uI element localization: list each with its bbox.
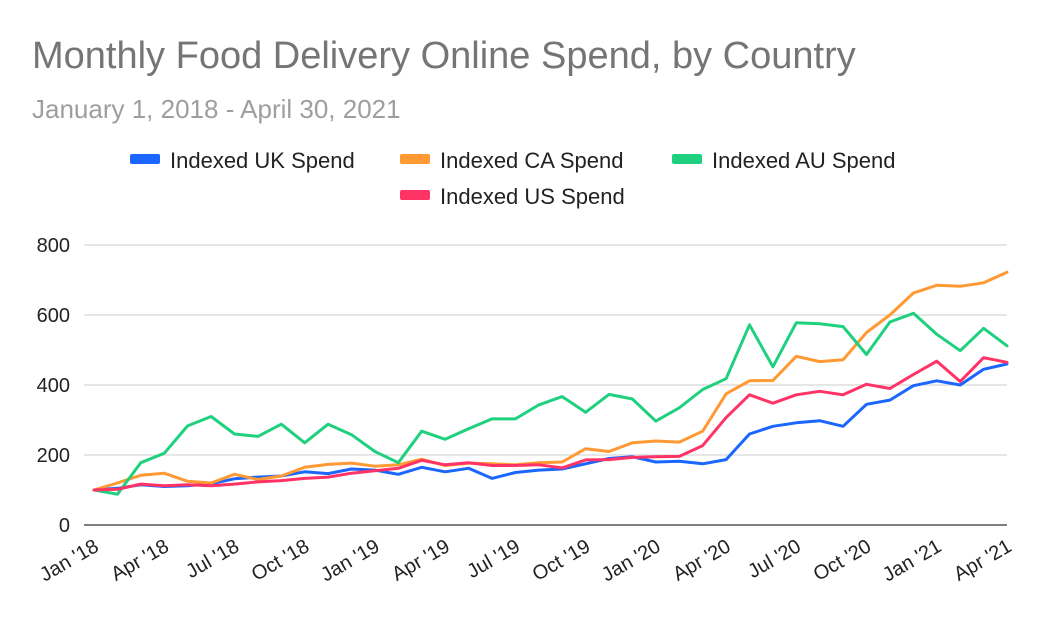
legend-item-ca[interactable]: Indexed CA Spend xyxy=(400,148,623,173)
legend-swatch-au xyxy=(672,154,702,164)
x-tick-label: Apr '21 xyxy=(950,535,1015,585)
x-tick-label: Oct '19 xyxy=(529,535,594,585)
grid xyxy=(84,244,1007,526)
x-tick-label: Apr '20 xyxy=(669,535,734,585)
y-tick-label: 0 xyxy=(59,515,70,537)
x-tick-label: Jul '20 xyxy=(744,535,805,583)
y-tick-label: 400 xyxy=(37,375,70,397)
x-tick-label: Jul '19 xyxy=(463,535,524,583)
legend-label-au: Indexed AU Spend xyxy=(712,148,895,173)
legend-item-au[interactable]: Indexed AU Spend xyxy=(672,148,895,173)
x-tick-label: Oct '20 xyxy=(810,535,875,585)
legend-swatch-ca xyxy=(400,154,430,164)
series-line-indexed-us-spend[interactable] xyxy=(92,356,1009,492)
series-line-indexed-au-spend[interactable] xyxy=(92,311,1009,496)
legend-item-us[interactable]: Indexed US Spend xyxy=(400,184,625,209)
series-line-indexed-uk-spend[interactable] xyxy=(92,362,1009,492)
y-tick-label: 600 xyxy=(37,305,70,327)
x-tick-label: Jan '21 xyxy=(879,535,945,586)
chart-title: Monthly Food Delivery Online Spend, by C… xyxy=(32,35,856,77)
y-axis: 0 200 400 600 800 xyxy=(37,235,70,537)
y-tick-label: 200 xyxy=(37,445,70,467)
x-tick-label: Apr '18 xyxy=(107,535,172,585)
legend-label-us: Indexed US Spend xyxy=(440,184,625,209)
x-tick-label: Jan '20 xyxy=(598,535,664,586)
x-tick-label: Jan '19 xyxy=(317,535,383,586)
legend-label-uk: Indexed UK Spend xyxy=(170,148,355,173)
legend-label-ca: Indexed CA Spend xyxy=(440,148,623,173)
chart-subtitle: January 1, 2018 - April 30, 2021 xyxy=(32,94,401,124)
x-tick-label: Oct '18 xyxy=(248,535,313,585)
legend-item-uk[interactable]: Indexed UK Spend xyxy=(130,148,355,173)
series-lines xyxy=(92,270,1009,496)
legend-swatch-uk xyxy=(130,154,160,164)
series-line-indexed-ca-spend[interactable] xyxy=(92,270,1009,492)
legend: Indexed UK Spend Indexed CA Spend Indexe… xyxy=(130,148,895,209)
x-tick-label: Jan '18 xyxy=(36,535,102,586)
x-tick-label: Apr '19 xyxy=(388,535,453,585)
legend-swatch-us xyxy=(400,190,430,200)
x-tick-label: Jul '18 xyxy=(182,535,243,583)
y-tick-label: 800 xyxy=(37,235,70,257)
x-axis: Jan '18 Apr '18 Jul '18 Oct '18 Jan '19 Apr '… xyxy=(36,535,1015,586)
